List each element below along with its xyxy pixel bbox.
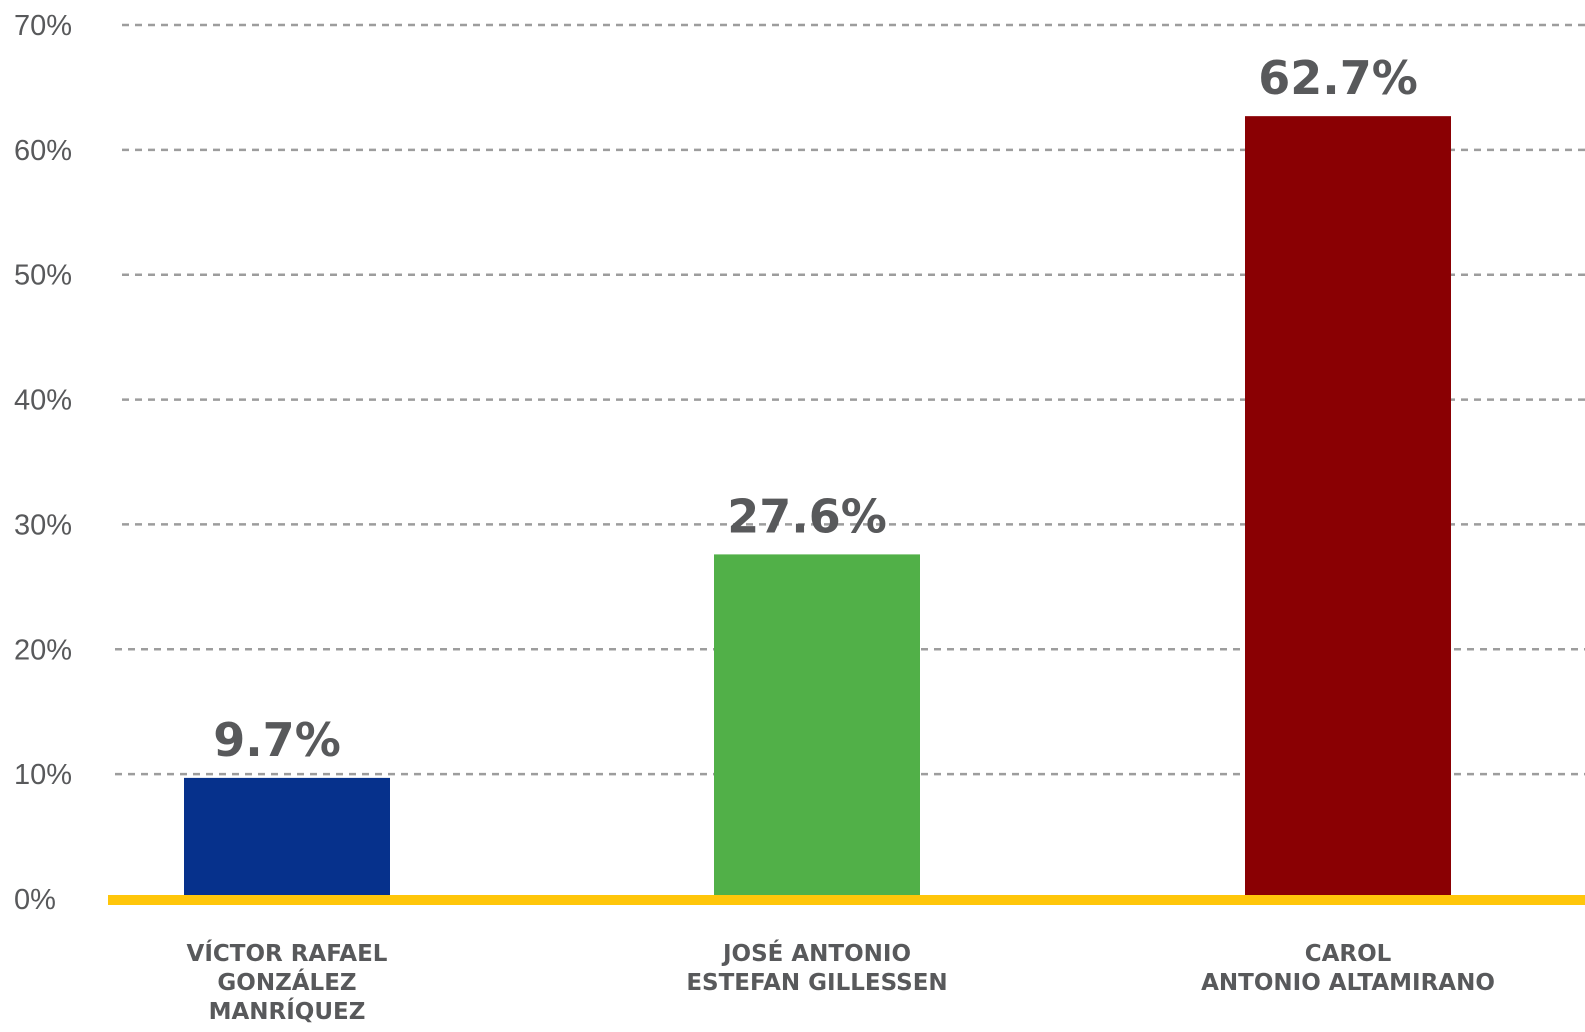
bar-2 bbox=[714, 554, 920, 899]
y-tick-label-70: 70% bbox=[14, 10, 72, 42]
category-label-1-line-1: VÍCTOR RAFAEL bbox=[187, 939, 388, 967]
bar-3 bbox=[1245, 116, 1451, 900]
y-tick-label-60: 60% bbox=[14, 135, 72, 167]
y-tick-label-30: 30% bbox=[14, 509, 72, 541]
value-labels: 9.7% 27.6% 62.7% bbox=[213, 51, 1418, 767]
category-label-1-line-2: GONZÁLEZ bbox=[217, 968, 356, 996]
y-tick-label-10: 10% bbox=[14, 759, 72, 791]
category-label-3-line-2: ANTONIO ALTAMIRANO bbox=[1201, 970, 1495, 996]
category-label-3-line-1: CAROL bbox=[1305, 941, 1392, 967]
y-axis-tick-labels: 0% 10% 20% 30% 40% 50% 60% 70% bbox=[14, 10, 72, 916]
value-label-1: 9.7% bbox=[213, 713, 341, 767]
bars bbox=[184, 116, 1451, 900]
category-label-2-line-1: JOSÉ ANTONIO bbox=[721, 939, 911, 967]
y-tick-label-20: 20% bbox=[14, 634, 72, 666]
y-tick-label-0: 0% bbox=[14, 884, 56, 916]
y-tick-label-40: 40% bbox=[14, 385, 72, 417]
y-tick-label-50: 50% bbox=[14, 260, 72, 292]
value-label-3: 62.7% bbox=[1258, 51, 1418, 105]
category-label-1-line-3: MANRÍQUEZ bbox=[209, 997, 366, 1025]
x-axis-baseline-line bbox=[108, 895, 1585, 905]
value-label-2: 27.6% bbox=[727, 489, 887, 543]
bar-1 bbox=[184, 777, 390, 899]
x-axis-baseline bbox=[108, 895, 1585, 905]
category-label-2-line-2: ESTEFAN GILLESSEN bbox=[686, 970, 947, 996]
